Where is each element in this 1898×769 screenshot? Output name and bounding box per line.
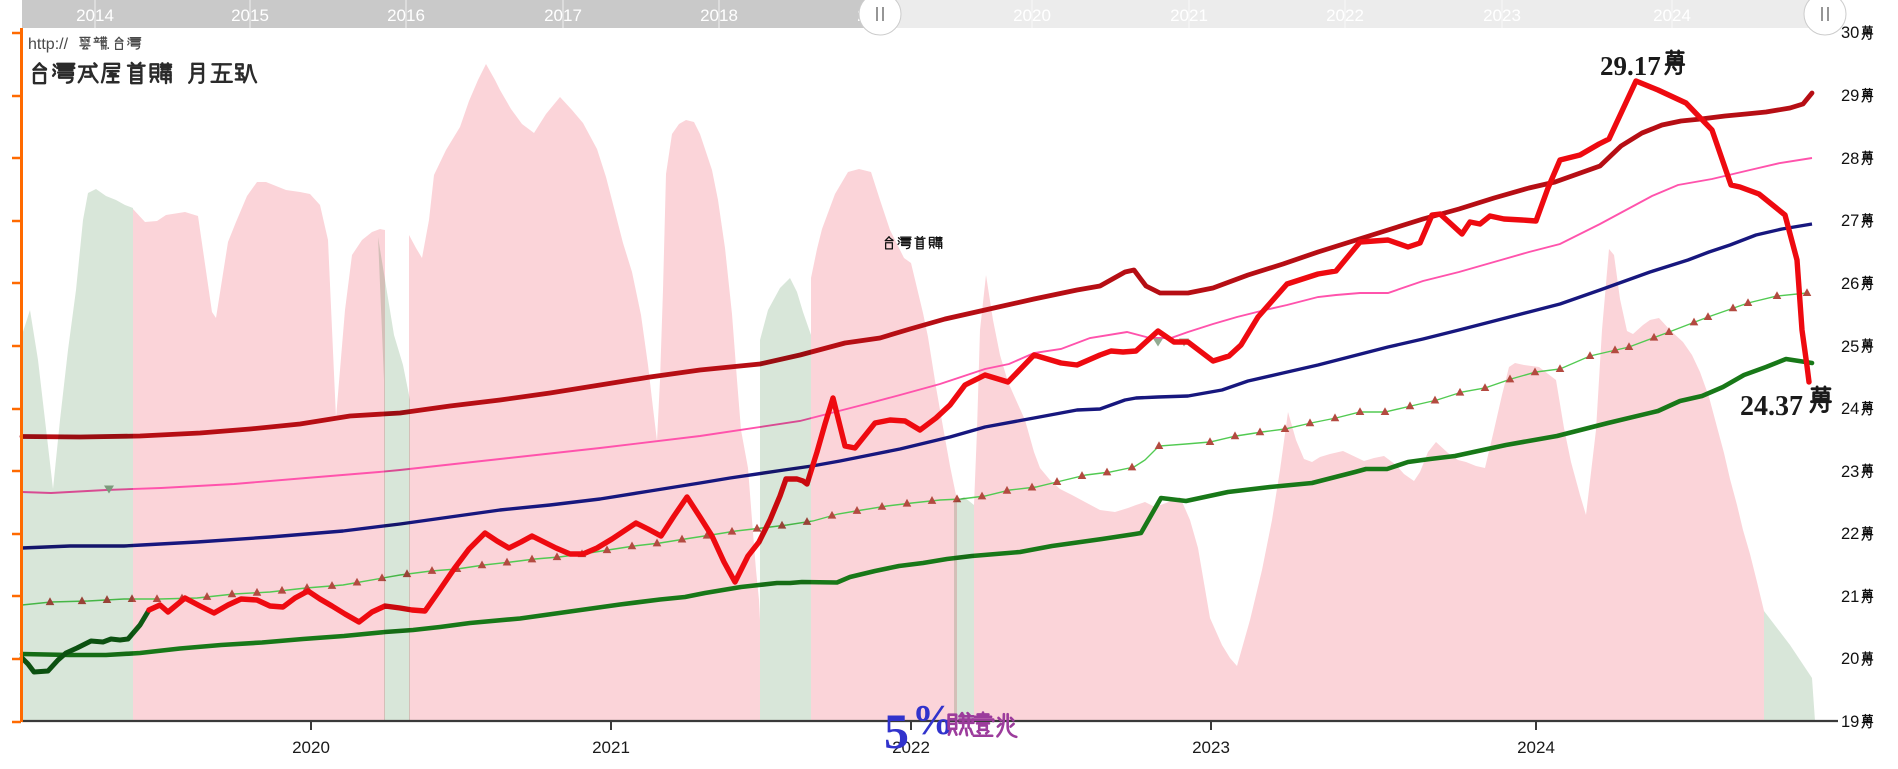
svg-text:19: 19	[1841, 713, 1859, 731]
svg-text:29.17: 29.17	[1600, 51, 1661, 81]
svg-text:2021: 2021	[1170, 6, 1208, 25]
svg-text:2016: 2016	[387, 6, 425, 25]
svg-text:29: 29	[1841, 87, 1859, 105]
svg-text:2023: 2023	[1483, 6, 1521, 25]
svg-text:23: 23	[1841, 463, 1859, 481]
svg-text:2021: 2021	[592, 738, 630, 757]
svg-text:2022: 2022	[892, 738, 930, 757]
svg-text:2024: 2024	[1653, 6, 1691, 25]
svg-text:25: 25	[1841, 338, 1859, 356]
svg-text:2015: 2015	[231, 6, 269, 25]
svg-text:http://: http://	[28, 36, 69, 53]
svg-text:2022: 2022	[1326, 6, 1364, 25]
svg-text:30: 30	[1841, 24, 1859, 42]
svg-text:27: 27	[1841, 212, 1859, 230]
svg-text:26: 26	[1841, 275, 1859, 293]
svg-text:20: 20	[1841, 650, 1859, 668]
svg-text:21: 21	[1841, 588, 1859, 606]
svg-text:2024: 2024	[1517, 738, 1555, 757]
svg-text:2018: 2018	[700, 6, 738, 25]
svg-text:2023: 2023	[1192, 738, 1230, 757]
svg-text:2020: 2020	[1013, 6, 1051, 25]
svg-text:5: 5	[884, 703, 909, 759]
svg-text:2014: 2014	[76, 6, 114, 25]
svg-text:24.37: 24.37	[1740, 391, 1803, 422]
svg-text:.: .	[106, 36, 110, 53]
svg-text:%: %	[912, 698, 954, 744]
svg-text:2020: 2020	[292, 738, 330, 757]
svg-text:24: 24	[1841, 400, 1859, 418]
svg-text:28: 28	[1841, 150, 1859, 168]
svg-text:2017: 2017	[544, 6, 582, 25]
svg-text:22: 22	[1841, 525, 1859, 543]
